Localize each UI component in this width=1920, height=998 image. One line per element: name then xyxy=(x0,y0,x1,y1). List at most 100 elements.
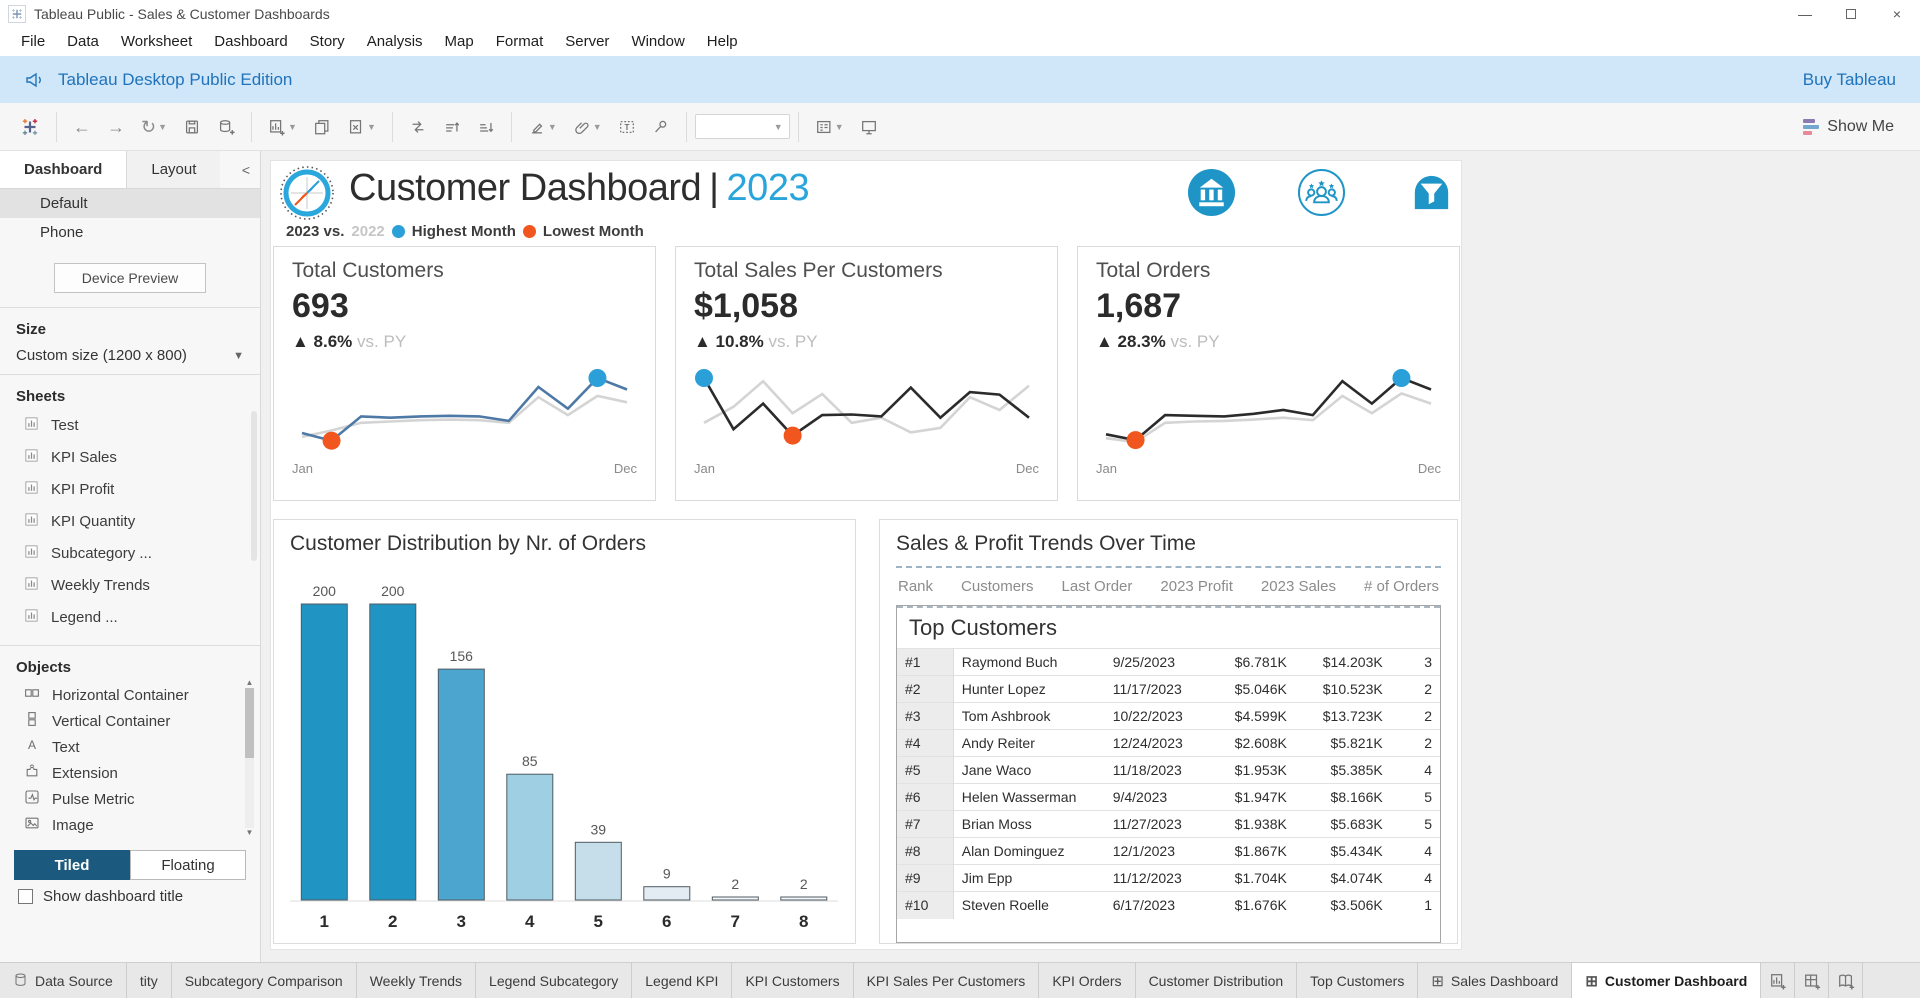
sheet-tab-legend-kpi[interactable]: Legend KPI xyxy=(632,963,733,998)
duplicate-button[interactable] xyxy=(307,114,337,140)
menu-data[interactable]: Data xyxy=(67,33,99,50)
column-header--of-orders[interactable]: # of Orders xyxy=(1363,578,1439,595)
replay-button[interactable]: ↻ ▼ xyxy=(141,116,168,137)
new-story-button[interactable] xyxy=(1829,963,1864,998)
sort-ascending-button[interactable] xyxy=(437,114,467,140)
show-dashboard-title-row[interactable]: Show dashboard title xyxy=(0,888,260,905)
object-item-pulse-metric[interactable]: Pulse Metric xyxy=(0,786,260,812)
menu-analysis[interactable]: Analysis xyxy=(366,33,423,50)
tab-dashboard[interactable]: Dashboard xyxy=(0,151,127,188)
new-data-source-button[interactable] xyxy=(211,114,241,140)
sheet-tab-kpi-orders[interactable]: KPI Orders xyxy=(1039,963,1136,998)
sheet-tab-weekly-trends[interactable]: Weekly Trends xyxy=(357,963,477,998)
new-worksheet-button[interactable] xyxy=(1761,963,1796,998)
redo-button[interactable]: → xyxy=(107,116,125,137)
kpi-sparkline[interactable] xyxy=(694,362,1039,459)
sheet-tab-top-customers[interactable]: Top Customers xyxy=(1297,963,1419,998)
objects-scrollbar[interactable]: ▲ ▼ xyxy=(245,678,254,837)
table-row[interactable]: #4 Andy Reiter 12/24/2023 $2.608K $5.821K 2 xyxy=(897,729,1440,757)
restore-button[interactable] xyxy=(1828,0,1874,28)
show-mark-labels-button[interactable]: T xyxy=(612,114,642,140)
sheet-item-legend[interactable]: Legend ... xyxy=(0,601,260,633)
sheet-item-subcategory[interactable]: Subcategory ... xyxy=(0,537,260,569)
highlight-button[interactable]: ▼ xyxy=(522,114,563,140)
sheet-tab-sales-dashboard[interactable]: ⊞ Sales Dashboard xyxy=(1418,963,1573,998)
sheet-item-kpi-sales[interactable]: KPI Sales xyxy=(0,441,260,473)
column-header-2023-profit[interactable]: 2023 Profit xyxy=(1160,578,1233,595)
collapse-pane-icon[interactable]: < xyxy=(241,161,250,178)
close-button[interactable]: × xyxy=(1892,6,1902,22)
object-item-extension[interactable]: Extension xyxy=(0,760,260,786)
sort-descending-button[interactable] xyxy=(471,114,501,140)
sheets-scrollbar[interactable] xyxy=(251,411,257,561)
swap-rows-columns-button[interactable] xyxy=(403,114,433,140)
table-row[interactable]: #6 Helen Wasserman 9/4/2023 $1.947K $8.166K 5 xyxy=(897,783,1440,811)
size-dropdown[interactable]: Custom size (1200 x 800) ▼ xyxy=(16,347,244,364)
format-links-button[interactable]: ▼ xyxy=(567,114,608,140)
customers-group-icon[interactable] xyxy=(1297,168,1346,222)
table-row[interactable]: #10 Steven Roelle 6/17/2023 $1.676K $3.506K 1 xyxy=(897,891,1440,919)
kpi-sparkline[interactable] xyxy=(1096,362,1441,459)
sheet-tab-data-source[interactable]: Data Source xyxy=(0,963,127,998)
menu-window[interactable]: Window xyxy=(631,33,685,50)
buy-tableau-link[interactable]: Buy Tableau xyxy=(1802,69,1896,89)
kpi-sparkline[interactable] xyxy=(292,362,637,459)
tab-layout[interactable]: Layout xyxy=(126,151,221,188)
table-row[interactable]: #8 Alan Dominguez 12/1/2023 $1.867K $5.434K 4 xyxy=(897,837,1440,865)
sheet-tab-kpi-customers[interactable]: KPI Customers xyxy=(732,963,854,998)
fit-selector-dropdown[interactable]: ▼ xyxy=(694,114,790,139)
table-row[interactable]: #5 Jane Waco 11/18/2023 $1.953K $5.385K 4 xyxy=(897,756,1440,784)
tiled-button[interactable]: Tiled xyxy=(14,850,130,880)
table-row[interactable]: #7 Brian Moss 11/27/2023 $1.938K $5.683K 5 xyxy=(897,810,1440,838)
sheet-tab-legend-subcategory[interactable]: Legend Subcategory xyxy=(476,963,633,998)
show-cards-button[interactable]: ▼ xyxy=(809,114,850,140)
new-dashboard-button[interactable] xyxy=(1795,963,1830,998)
mode-phone[interactable]: Phone xyxy=(40,224,84,241)
tableau-logo[interactable] xyxy=(14,113,46,141)
mode-default[interactable]: Default xyxy=(0,189,260,218)
column-header-last-order[interactable]: Last Order xyxy=(1061,578,1133,595)
table-row[interactable]: #1 Raymond Buch 9/25/2023 $6.781K $14.203K 3 xyxy=(897,648,1440,676)
menu-worksheet[interactable]: Worksheet xyxy=(120,33,193,50)
fix-axes-button[interactable] xyxy=(646,114,676,140)
sheet-item-kpi-profit[interactable]: KPI Profit xyxy=(0,473,260,505)
distribution-bars[interactable]: 200 200 156 85 39 9 2 2 1 2 3 4 5 6 7 8 xyxy=(290,570,839,943)
menu-help[interactable]: Help xyxy=(706,33,738,50)
sheet-tab-customer-distribution[interactable]: Customer Distribution xyxy=(1136,963,1298,998)
show-me-button[interactable]: Show Me xyxy=(1803,118,1908,136)
menu-map[interactable]: Map xyxy=(444,33,474,50)
column-header-rank[interactable]: Rank xyxy=(898,578,934,595)
new-worksheet-button[interactable]: ▼ xyxy=(262,114,303,140)
column-header-customers[interactable]: Customers xyxy=(961,578,1034,595)
menu-dashboard[interactable]: Dashboard xyxy=(214,33,288,50)
sheet-item-kpi-quantity[interactable]: KPI Quantity xyxy=(0,505,260,537)
object-item-image[interactable]: Image xyxy=(0,812,260,838)
minimize-button[interactable]: — xyxy=(1798,6,1812,22)
save-button[interactable] xyxy=(177,114,207,140)
sheet-tab-tity[interactable]: tity xyxy=(127,963,172,998)
undo-button[interactable]: ← xyxy=(73,116,91,137)
sheet-item-test[interactable]: Test xyxy=(0,409,260,441)
sheet-tab-customer-dashboard[interactable]: ⊞ Customer Dashboard xyxy=(1572,963,1762,998)
object-item-text[interactable]: A Text xyxy=(0,734,260,760)
menu-file[interactable]: File xyxy=(21,33,46,50)
sheet-item-weekly-trends[interactable]: Weekly Trends xyxy=(0,569,260,601)
presentation-mode[interactable] xyxy=(854,114,884,140)
menu-server[interactable]: Server xyxy=(565,33,610,50)
bank-icon[interactable] xyxy=(1187,168,1236,222)
column-header-2023-sales[interactable]: 2023 Sales xyxy=(1260,578,1336,595)
show-dashboard-title-checkbox[interactable] xyxy=(18,889,33,904)
table-row[interactable]: #3 Tom Ashbrook 10/22/2023 $4.599K $13.723K 2 xyxy=(897,702,1440,730)
sheet-tab-subcategory-comparison[interactable]: Subcategory Comparison xyxy=(172,963,357,998)
floating-button[interactable]: Floating xyxy=(130,850,246,880)
menu-story[interactable]: Story xyxy=(309,33,345,50)
table-row[interactable]: #2 Hunter Lopez 11/17/2023 $5.046K $10.523K 2 xyxy=(897,675,1440,703)
object-item-horizontal-container[interactable]: Horizontal Container xyxy=(0,682,260,708)
menu-format[interactable]: Format xyxy=(495,33,544,50)
device-preview-button[interactable]: Device Preview xyxy=(54,263,206,293)
object-item-vertical-container[interactable]: Vertical Container xyxy=(0,708,260,734)
clear-sheet-button[interactable]: ▼ xyxy=(341,114,382,140)
sheet-tab-kpi-sales-per-customers[interactable]: KPI Sales Per Customers xyxy=(854,963,1040,998)
table-row[interactable]: #9 Jim Epp 11/12/2023 $1.704K $4.074K 4 xyxy=(897,864,1440,892)
filter-icon[interactable] xyxy=(1407,168,1456,222)
